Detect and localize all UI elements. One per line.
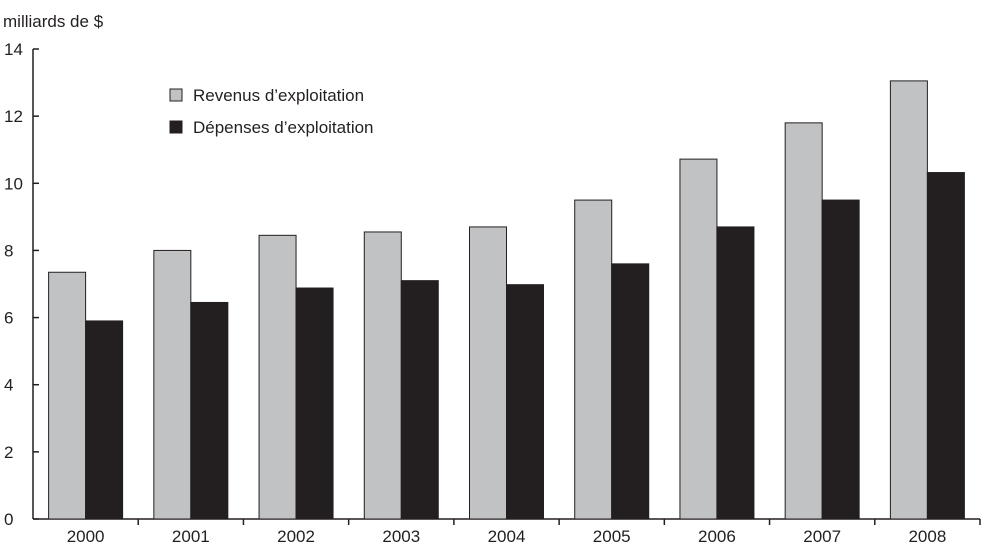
y-tick-label: 0 <box>4 510 13 529</box>
x-category-label: 2004 <box>488 527 526 546</box>
x-category-label: 2008 <box>908 527 946 546</box>
x-category-label: 2003 <box>382 527 420 546</box>
category-labels-group: 2000 2001 2002 2003 2004 2005 2006 2007 2008 <box>67 519 981 546</box>
bar-depenses-2002 <box>295 287 334 520</box>
bar-revenus-2007 <box>784 122 823 520</box>
bar-revenus-2001 <box>153 249 192 520</box>
bar-revenus-2006 <box>679 158 718 520</box>
x-category-label: 2001 <box>172 527 210 546</box>
y-tick-label: 6 <box>4 309 13 328</box>
legend: Revenus d’exploitation Dépenses d’exploi… <box>169 86 374 137</box>
bar-revenus-2000 <box>48 271 87 520</box>
bar-depenses-2003 <box>400 280 439 520</box>
bar-depenses-2000 <box>85 320 124 520</box>
x-category-label: 2005 <box>593 527 631 546</box>
bar-depenses-2008 <box>926 172 965 520</box>
y-tick-label: 12 <box>4 107 23 126</box>
legend-label-depenses: Dépenses d’exploitation <box>193 118 374 137</box>
y-tick-label: 2 <box>4 443 13 462</box>
y-axis-label: milliards de $ <box>3 12 104 31</box>
bars-group <box>48 80 965 520</box>
y-tick-label: 10 <box>4 174 23 193</box>
y-tick-label: 14 <box>4 40 23 59</box>
y-tick-label: 4 <box>4 376 13 395</box>
bar-depenses-2006 <box>716 226 755 520</box>
bar-revenus-2004 <box>469 226 507 520</box>
bar-revenus-2003 <box>363 231 402 520</box>
bar-revenus-2005 <box>574 199 613 520</box>
bar-depenses-2005 <box>611 263 650 520</box>
bar-depenses-2004 <box>506 284 544 520</box>
x-category-label: 2000 <box>67 527 105 546</box>
y-tick-label: 8 <box>4 241 13 260</box>
bar-revenus-2008 <box>889 80 928 520</box>
ticks-group: 0 2 4 6 8 10 12 14 <box>4 40 39 529</box>
x-category-label: 2002 <box>277 527 315 546</box>
bar-depenses-2007 <box>821 199 860 520</box>
bar-depenses-2001 <box>190 301 229 520</box>
legend-label-revenus: Revenus d’exploitation <box>193 86 364 105</box>
x-category-label: 2006 <box>698 527 736 546</box>
bar-revenus-2002 <box>258 234 297 520</box>
legend-swatch-revenus <box>169 88 183 102</box>
x-category-label: 2007 <box>803 527 841 546</box>
legend-swatch-depenses <box>169 120 183 134</box>
